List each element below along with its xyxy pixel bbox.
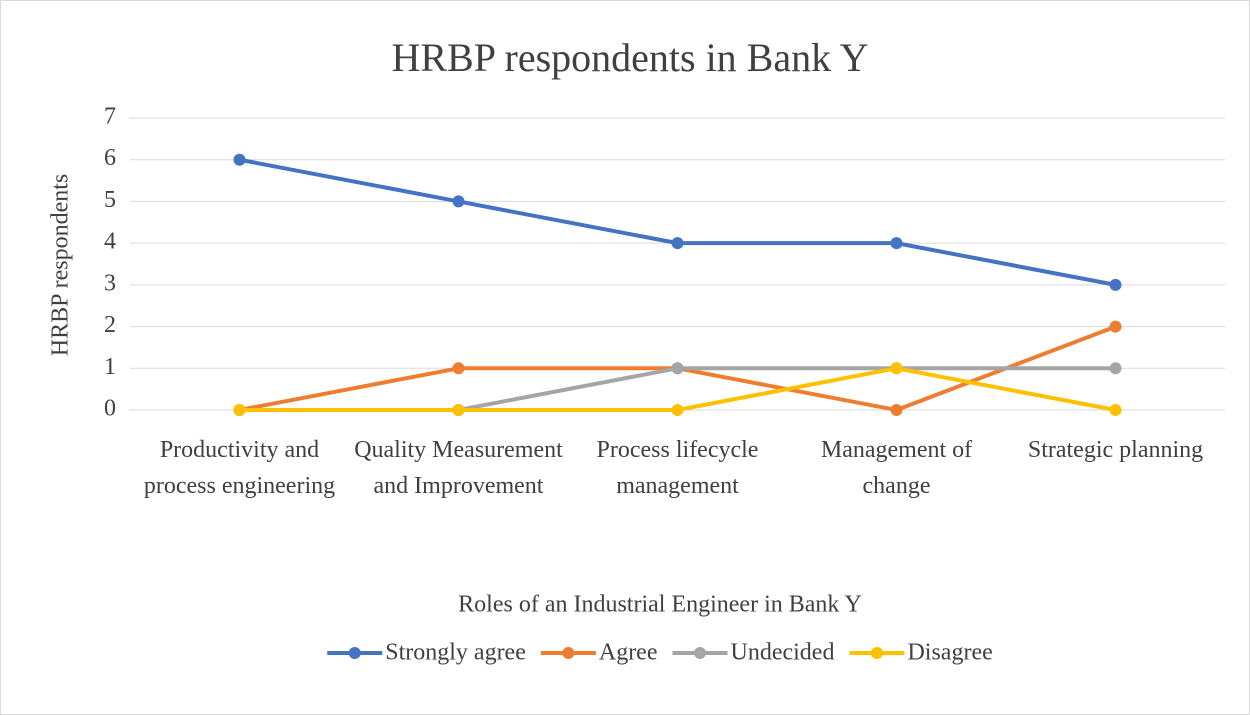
y-tick-label: 5 [104, 187, 116, 213]
x-tick-label: Management of change [820, 437, 973, 499]
chart-title: HRBP respondents in Bank Y [391, 35, 868, 80]
x-tick-label: Process lifecycle management [596, 437, 759, 499]
x-tick-label: Strategic planning [1027, 437, 1204, 463]
legend-label: Agree [599, 640, 658, 666]
legend-label: Strongly agree [385, 640, 526, 666]
data-point [1109, 362, 1122, 375]
data-point [233, 404, 246, 416]
legend-label: Disagree [907, 640, 992, 666]
data-point [671, 404, 684, 416]
data-point [1109, 278, 1122, 291]
data-point [671, 362, 684, 375]
legend-marker [870, 647, 883, 659]
y-tick-label: 2 [104, 312, 116, 338]
data-point [452, 404, 465, 416]
data-point [233, 153, 246, 166]
data-point [1109, 320, 1122, 333]
y-axis-title: HRBP respondents [48, 174, 74, 356]
y-tick-label: 7 [104, 104, 116, 130]
x-axis-title: Roles of an Industrial Engineer in Bank … [458, 592, 862, 618]
data-point [890, 362, 903, 375]
data-point [1109, 404, 1122, 416]
y-tick-label: 3 [104, 270, 116, 296]
y-tick-label: 4 [104, 229, 116, 255]
y-tick-label: 0 [104, 396, 116, 422]
legend-marker [694, 647, 706, 659]
data-point [452, 195, 465, 208]
legend-marker [562, 647, 575, 659]
data-point [671, 237, 684, 250]
legend-label: Undecided [731, 640, 835, 666]
legend-marker [348, 647, 361, 659]
data-point [890, 237, 903, 250]
data-point [890, 404, 903, 416]
x-tick-label: Productivity and process engineering [143, 437, 336, 499]
y-tick-label: 1 [104, 354, 116, 380]
data-point [452, 362, 465, 375]
y-tick-label: 6 [104, 145, 116, 171]
x-tick-label: Quality Measurement and Improvement [354, 437, 563, 499]
